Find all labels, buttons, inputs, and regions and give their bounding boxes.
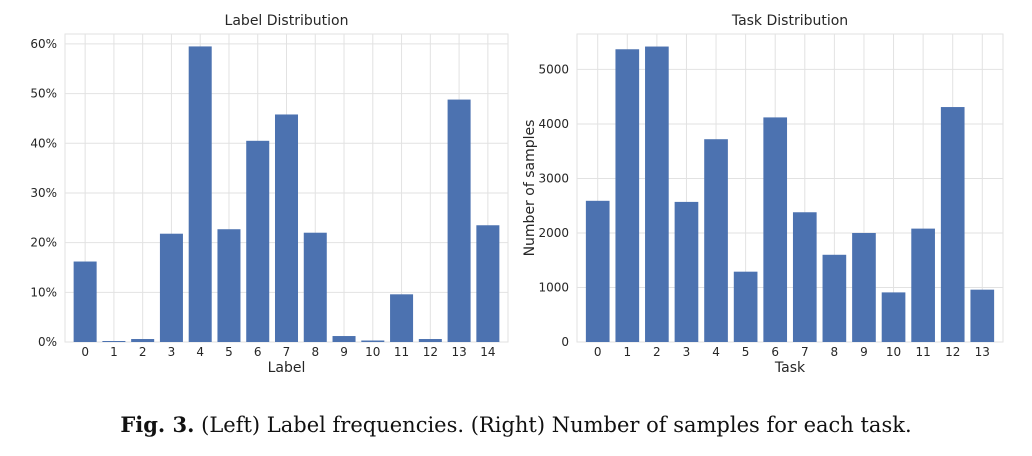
y-axis-label: Number of samples [522, 120, 538, 257]
x-tick-label: 9 [860, 345, 868, 359]
bar-8 [303, 232, 327, 342]
bar-12 [418, 339, 442, 342]
x-tick-label: 9 [340, 345, 348, 359]
y-tick-label: 5000 [538, 62, 569, 76]
bar-1 [102, 341, 126, 342]
y-tick-label: 3000 [538, 171, 569, 185]
bar-0 [73, 261, 97, 342]
bar-13 [970, 289, 995, 342]
bar-3 [674, 201, 699, 342]
caption-text: (Left) Label frequencies. (Right) Number… [201, 413, 912, 437]
bar-7 [792, 212, 817, 342]
x-tick-label: 0 [81, 345, 89, 359]
x-tick-label: 7 [283, 345, 291, 359]
y-tick-label: 0 [561, 335, 569, 349]
bar-9 [852, 232, 876, 342]
x-tick-label: 8 [831, 345, 839, 359]
y-tick-label: 2000 [538, 226, 569, 240]
x-tick-label: 6 [771, 345, 779, 359]
x-tick-label: 2 [139, 345, 147, 359]
bar-4 [704, 139, 728, 342]
x-tick-label: 13 [451, 345, 466, 359]
x-tick-label: 1 [110, 345, 118, 359]
x-tick-label: 5 [742, 345, 750, 359]
bar-5 [733, 271, 758, 342]
x-tick-label: 11 [915, 345, 930, 359]
x-tick-label: 10 [365, 345, 380, 359]
bar-0 [585, 200, 610, 342]
chart-title: Label Distribution [225, 13, 349, 29]
plot-frame [576, 33, 1004, 343]
bar-4 [188, 46, 212, 343]
y-tick-label: 4000 [538, 117, 569, 131]
y-tick-label: 40% [30, 136, 57, 150]
label-distribution-chart: 0%10%20%30%40%50%60%0 1 2 3 4 5 6 7 8 9 10 11 12 13 14… [30, 13, 509, 376]
bar-14 [476, 225, 500, 342]
x-tick-label: 0 [594, 345, 602, 359]
bar-10 [881, 292, 906, 342]
bar-1 [615, 49, 640, 342]
y-tick-label: 0% [38, 335, 57, 349]
x-tick-label: 14 [480, 345, 495, 359]
bar-11 [911, 228, 935, 342]
figure-caption: Fig. 3. (Left) Label frequencies. (Right… [0, 412, 1032, 437]
y-tick-label: 1000 [538, 280, 569, 294]
x-tick-label: 12 [423, 345, 438, 359]
bar-8 [822, 254, 847, 342]
bar-5 [217, 229, 241, 342]
x-tick-label: 3 [683, 345, 691, 359]
x-tick-label: 10 [886, 345, 901, 359]
x-axis-label: Label [268, 360, 306, 376]
bar-3 [159, 233, 183, 342]
y-tick-label: 30% [30, 186, 57, 200]
x-axis-label: Task [774, 360, 806, 376]
x-tick-label: 8 [311, 345, 319, 359]
bar-2 [645, 46, 669, 342]
y-tick-label: 20% [30, 236, 57, 250]
x-tick-label: 12 [945, 345, 960, 359]
x-tick-label: 7 [801, 345, 809, 359]
bar-9 [332, 336, 356, 342]
bar-6 [246, 140, 270, 342]
x-tick-label: 3 [168, 345, 176, 359]
chart-title: Task Distribution [731, 13, 848, 29]
caption-prefix: Fig. 3. [120, 412, 195, 437]
bar-2 [131, 339, 155, 342]
x-tick-label: 4 [712, 345, 720, 359]
y-tick-label: 50% [30, 87, 57, 101]
y-tick-label: 10% [30, 285, 57, 299]
x-tick-label: 5 [225, 345, 233, 359]
bar-10 [361, 340, 385, 342]
bar-6 [763, 117, 788, 343]
x-tick-label: 13 [975, 345, 990, 359]
bar-13 [447, 99, 471, 343]
x-tick-label: 11 [394, 345, 409, 359]
x-tick-label: 6 [254, 345, 262, 359]
bar-7 [274, 114, 299, 342]
y-tick-label: 60% [30, 37, 57, 51]
bar-11 [390, 294, 414, 342]
x-tick-label: 1 [623, 345, 631, 359]
bar-12 [940, 107, 965, 342]
x-tick-label: 2 [653, 345, 661, 359]
x-tick-label: 4 [196, 345, 204, 359]
